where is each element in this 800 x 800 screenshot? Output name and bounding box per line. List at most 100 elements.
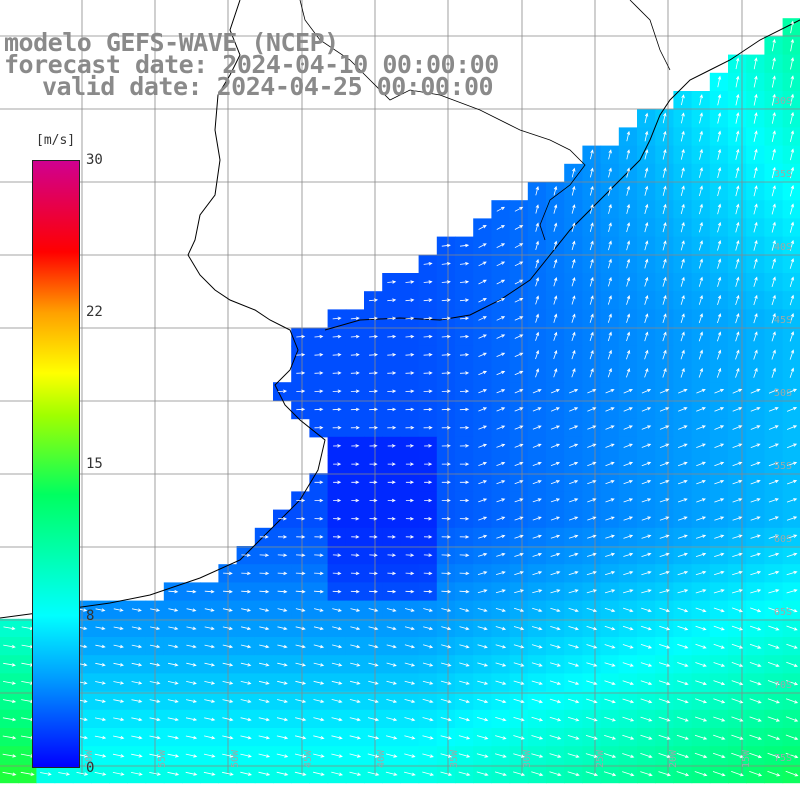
wind-arrow bbox=[662, 276, 667, 287]
wind-arrow bbox=[496, 334, 506, 339]
wind-arrow bbox=[731, 625, 744, 631]
wind-arrow bbox=[241, 571, 252, 576]
wind-arrow bbox=[440, 698, 452, 704]
wind-arrow bbox=[496, 225, 505, 230]
wind-arrow bbox=[768, 607, 780, 613]
wind-arrow bbox=[589, 258, 594, 269]
wind-arrow bbox=[658, 734, 671, 740]
wind-arrow bbox=[531, 680, 543, 685]
wind-arrow bbox=[749, 680, 762, 686]
wind-arrow bbox=[644, 349, 649, 360]
longitude-label: 60W bbox=[84, 749, 95, 768]
wind-arrow bbox=[698, 240, 703, 251]
wind-arrow bbox=[587, 534, 597, 539]
wind-arrow bbox=[440, 662, 452, 667]
wind-arrow bbox=[680, 167, 685, 178]
wind-arrow bbox=[441, 262, 451, 266]
wind-arrow bbox=[623, 571, 634, 576]
wind-arrow bbox=[753, 130, 758, 142]
wind-arrow bbox=[423, 535, 433, 539]
wind-arrow bbox=[150, 608, 161, 612]
wind-arrow bbox=[459, 262, 470, 266]
wind-arrow bbox=[699, 203, 703, 215]
wind-arrow bbox=[423, 425, 433, 430]
wind-arrow bbox=[149, 681, 161, 685]
wind-arrow bbox=[753, 185, 758, 197]
wind-arrow bbox=[553, 313, 558, 323]
wind-arrow bbox=[496, 425, 506, 430]
wind-arrow bbox=[478, 261, 487, 267]
wind-arrow bbox=[351, 444, 360, 448]
wind-arrow bbox=[641, 425, 652, 430]
wind-arrow bbox=[441, 389, 451, 393]
wind-arrow bbox=[587, 443, 597, 448]
wind-arrow bbox=[549, 771, 562, 777]
wind-arrow bbox=[496, 279, 506, 285]
wind-arrow bbox=[750, 498, 761, 503]
wind-arrow bbox=[662, 222, 667, 233]
wind-arrow bbox=[571, 240, 576, 251]
latitude-label: 65S bbox=[774, 607, 792, 618]
wind-arrow bbox=[313, 589, 324, 594]
wind-arrow bbox=[441, 589, 452, 594]
wind-arrow bbox=[459, 298, 470, 302]
wind-arrow bbox=[677, 607, 689, 613]
wind-arrow bbox=[771, 312, 776, 324]
wind-arrow bbox=[768, 552, 780, 557]
wind-arrow bbox=[2, 717, 17, 722]
longitude-label: 40W bbox=[376, 749, 387, 768]
wind-arrow bbox=[259, 589, 270, 594]
wind-arrow bbox=[386, 608, 397, 612]
wind-arrow bbox=[589, 185, 594, 196]
wind-arrow bbox=[387, 516, 396, 521]
wind-arrow bbox=[222, 699, 234, 703]
wind-arrow bbox=[496, 370, 506, 376]
wind-arrow bbox=[240, 681, 252, 685]
wind-arrow bbox=[369, 425, 379, 430]
wind-arrow bbox=[696, 480, 706, 485]
wind-arrow bbox=[94, 735, 107, 740]
wind-arrow bbox=[553, 368, 558, 378]
wind-arrow bbox=[717, 240, 722, 251]
wind-arrow bbox=[423, 589, 433, 594]
wind-arrow bbox=[477, 571, 488, 575]
wind-arrow bbox=[550, 389, 560, 394]
wind-arrow bbox=[676, 698, 689, 704]
wind-arrow bbox=[568, 571, 579, 576]
wind-arrow bbox=[587, 461, 597, 467]
wind-arrow bbox=[568, 498, 579, 503]
wind-arrow bbox=[717, 221, 722, 233]
wind-arrow bbox=[732, 498, 743, 503]
wind-arrow bbox=[513, 717, 525, 722]
wind-arrow bbox=[750, 461, 761, 467]
wind-arrow bbox=[495, 644, 507, 649]
wind-arrow bbox=[168, 589, 179, 594]
wind-cell bbox=[782, 746, 800, 765]
wind-arrow bbox=[369, 553, 378, 557]
wind-arrow bbox=[698, 367, 703, 378]
wind-arrow bbox=[496, 389, 506, 394]
wind-arrow bbox=[532, 425, 542, 430]
wind-arrow bbox=[369, 444, 378, 448]
wind-arrow bbox=[167, 771, 180, 776]
wind-arrow bbox=[658, 662, 671, 667]
wind-arrow bbox=[786, 534, 798, 539]
wind-arrow bbox=[494, 753, 507, 758]
wind-arrow bbox=[387, 553, 397, 557]
wind-arrow bbox=[767, 734, 781, 740]
wind-cell bbox=[473, 254, 492, 274]
wind-arrow bbox=[185, 753, 198, 758]
wind-arrow bbox=[514, 243, 524, 249]
wind-arrow bbox=[514, 298, 524, 303]
wind-arrow bbox=[626, 130, 631, 142]
wind-arrow bbox=[786, 407, 798, 412]
wind-arrow bbox=[677, 680, 689, 686]
wind-arrow bbox=[258, 680, 270, 685]
wind-arrow bbox=[550, 498, 561, 503]
wind-arrow bbox=[585, 753, 599, 758]
wind-arrow bbox=[786, 498, 798, 503]
wind-arrow bbox=[753, 367, 758, 378]
latitude-label: 45S bbox=[774, 315, 792, 326]
wind-arrow bbox=[369, 407, 379, 412]
longitude-label: 20W bbox=[668, 749, 679, 768]
